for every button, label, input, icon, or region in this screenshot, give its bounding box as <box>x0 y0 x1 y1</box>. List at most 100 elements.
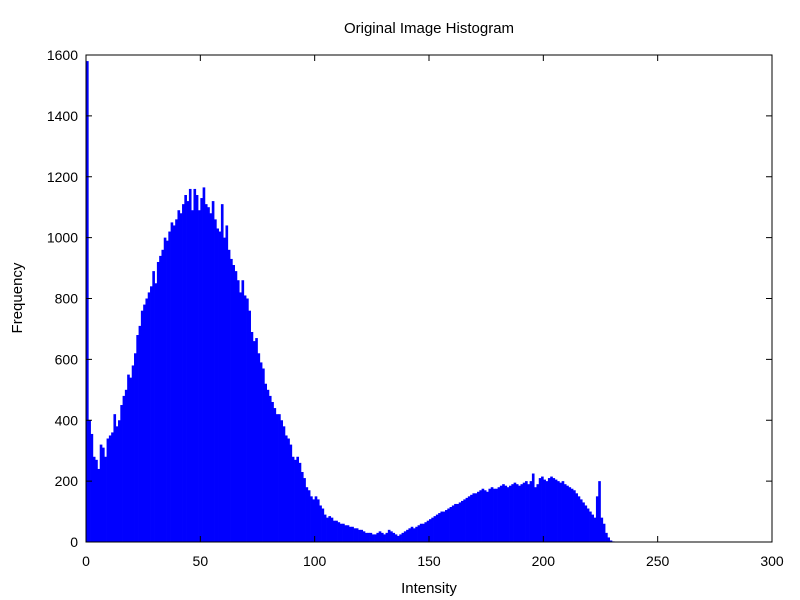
histogram-bar <box>351 526 354 542</box>
histogram-bar <box>525 481 528 543</box>
histogram-bar <box>108 435 112 542</box>
histogram-bar <box>102 447 105 542</box>
histogram-bar <box>531 473 535 542</box>
histogram-bar <box>337 522 341 542</box>
histogram-bar <box>557 481 560 543</box>
histogram-bar <box>497 487 501 542</box>
histogram-bar <box>364 532 368 542</box>
histogram-bar <box>156 261 160 542</box>
histogram-bar <box>609 540 613 542</box>
histogram-bar <box>220 204 224 542</box>
histogram-bar <box>358 529 361 542</box>
histogram-bar <box>207 207 210 542</box>
histogram-bar <box>362 531 366 542</box>
x-tick-label: 300 <box>760 553 784 569</box>
histogram-bar <box>474 493 478 542</box>
x-axis-label: Intensity <box>401 580 457 597</box>
histogram-bar <box>543 479 546 542</box>
histogram-bar <box>90 433 94 542</box>
x-tick-label: 0 <box>82 553 90 569</box>
histogram-bar <box>481 488 485 542</box>
histogram-bar <box>296 456 300 542</box>
histogram-bar <box>394 534 398 542</box>
histogram-bar <box>179 213 183 542</box>
histogram-bar <box>154 283 158 542</box>
histogram-bar <box>369 532 373 542</box>
histogram-bar <box>147 292 151 542</box>
histogram-bars <box>86 61 615 543</box>
x-tick-label: 50 <box>193 553 209 569</box>
histogram-bar <box>257 353 261 542</box>
histogram-bar <box>348 526 352 542</box>
histogram-bar <box>573 490 576 542</box>
histogram-bar <box>593 517 597 542</box>
histogram-bar <box>538 478 542 542</box>
histogram-bar <box>591 514 594 542</box>
histogram-bar <box>193 188 197 542</box>
histogram-bar <box>312 499 316 542</box>
histogram-bar <box>419 523 423 542</box>
histogram-bar <box>461 500 464 542</box>
histogram-bar <box>355 528 359 542</box>
histogram-bar <box>376 532 380 542</box>
histogram-bar <box>575 493 578 542</box>
histogram-bar <box>463 499 466 542</box>
histogram-bar <box>403 531 407 542</box>
histogram-bar <box>230 258 233 542</box>
histogram-bar <box>241 280 245 542</box>
histogram-bar <box>239 292 242 542</box>
histogram-bar <box>486 491 489 542</box>
histogram-bar <box>195 195 199 542</box>
histogram-bar <box>273 408 277 542</box>
y-tick-label: 400 <box>55 412 79 428</box>
histogram-bar <box>449 507 453 542</box>
histogram-bar <box>417 525 421 542</box>
histogram-bar <box>353 528 357 542</box>
histogram-bar <box>225 225 229 542</box>
histogram-bar <box>216 228 219 543</box>
histogram-bar <box>319 505 322 542</box>
histogram-bar <box>582 502 585 542</box>
histogram-bar <box>243 295 247 542</box>
histogram-bar <box>326 517 329 542</box>
histogram-bar <box>170 222 174 542</box>
histogram-bar <box>406 529 409 542</box>
histogram-bar <box>303 478 306 542</box>
histogram-bar <box>433 516 437 542</box>
histogram-bar <box>547 478 551 542</box>
histogram-bar <box>511 484 514 542</box>
histogram-bar <box>477 491 480 542</box>
histogram-bar <box>307 490 311 542</box>
y-tick-label: 600 <box>55 351 79 367</box>
histogram-bar <box>268 395 272 542</box>
histogram-bar <box>134 353 137 542</box>
histogram-bar <box>305 487 309 542</box>
histogram-bar <box>442 511 446 542</box>
histogram-bar <box>204 204 208 542</box>
histogram-bar <box>550 476 553 542</box>
y-tick-label: 1600 <box>47 47 78 63</box>
histogram-bar <box>346 525 350 542</box>
histogram-bar <box>579 499 583 542</box>
histogram-bar <box>298 462 302 542</box>
histogram-bar <box>595 496 599 542</box>
histogram-bar <box>136 335 139 542</box>
histogram-bar <box>168 231 171 543</box>
histogram-bar <box>559 482 562 542</box>
histogram-bar <box>127 374 130 542</box>
histogram-bar <box>175 219 178 543</box>
histogram-bar <box>227 249 231 543</box>
histogram-bar <box>209 213 213 542</box>
histogram-bar <box>323 514 327 542</box>
histogram-bar <box>570 488 574 542</box>
histogram-bar <box>371 534 375 542</box>
histogram-bar <box>106 438 110 542</box>
histogram-bar <box>387 529 391 542</box>
histogram-bar <box>490 487 494 542</box>
histogram-bar <box>577 496 581 542</box>
histogram-bar <box>401 532 405 542</box>
histogram-bar <box>271 401 274 542</box>
y-tick-label: 800 <box>55 291 79 307</box>
histogram-bar <box>374 534 377 542</box>
histogram-bar <box>360 529 364 542</box>
